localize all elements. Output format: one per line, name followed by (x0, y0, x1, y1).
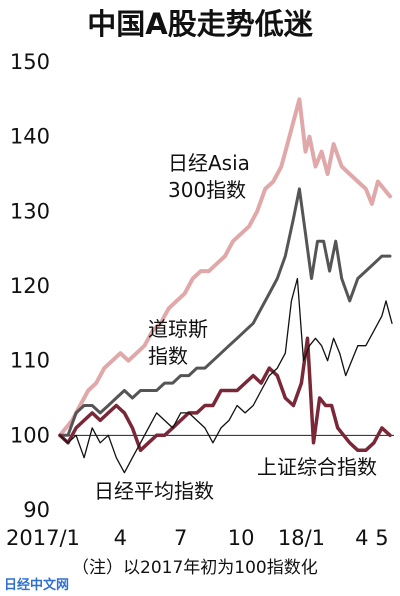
annotation-asia300-line2: 300指数 (168, 178, 246, 202)
x-tick-label: 4 (114, 526, 127, 550)
y-tick-label: 100 (10, 423, 50, 447)
y-tick-label: 110 (10, 349, 50, 373)
y-tick-label: 130 (10, 199, 50, 223)
annotation-dow-line2: 指数 (148, 344, 188, 368)
series-line-dow (58, 187, 392, 437)
x-tick-label: 5 (375, 526, 388, 550)
y-tick-label: 150 (10, 50, 50, 74)
chart-note: （注）以2017年初为100指数化 (72, 558, 318, 578)
annotation-asia300-line1: 日经Asia (168, 151, 250, 175)
y-tick-label: 140 (10, 125, 50, 149)
series-line-shanghai (58, 336, 392, 453)
y-tick-label: 90 (23, 498, 50, 522)
x-tick-label: 2017/1 (6, 526, 80, 550)
annotation-shanghai: 上证综合指数 (257, 455, 377, 479)
series-line-nikkei225 (59, 277, 393, 474)
watermark-logo: 日经中文网 (4, 577, 69, 593)
x-tick-label: 18/1 (278, 526, 325, 550)
x-tick-label: 4 (355, 526, 368, 550)
annotation-nikkei225: 日经平均指数 (94, 479, 214, 503)
annotation-dow-line1: 道琼斯 (148, 317, 208, 341)
chart-title: 中国A股走势低迷 (87, 7, 313, 41)
series-line-asia300 (58, 97, 392, 438)
x-tick-label: 10 (228, 526, 255, 550)
y-tick-label: 120 (10, 274, 50, 298)
x-tick-label: 7 (174, 526, 187, 550)
